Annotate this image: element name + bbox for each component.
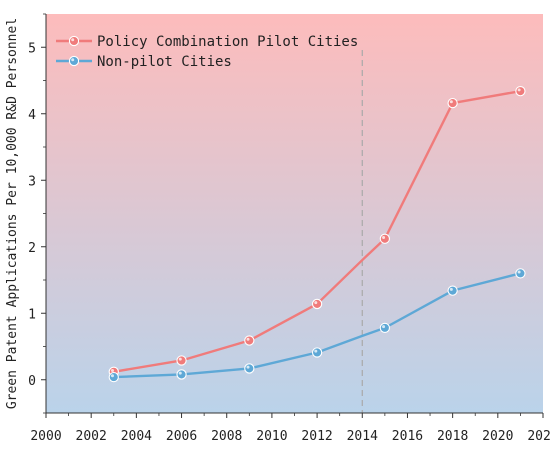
series-1-point-highlight [382, 235, 386, 239]
x-tick-label: 2000 [30, 429, 61, 444]
series-1-point-highlight [517, 88, 521, 92]
x-tick-label: 2018 [437, 429, 468, 444]
x-tick-label: 2016 [392, 429, 423, 444]
series-1-point-highlight [449, 100, 453, 104]
series-1-point [176, 355, 187, 366]
series-2-point [515, 268, 526, 279]
series-1-point [379, 233, 391, 244]
series-line-1 [113, 89, 521, 373]
series-1-point-highlight [246, 337, 250, 341]
y-tick-label: 4 [28, 108, 36, 123]
y-tick-label: 5 [28, 41, 36, 56]
legend-swatch-marker [68, 55, 80, 67]
legend-swatch-highlight [71, 38, 75, 42]
series-1-point-highlight [178, 357, 182, 361]
series-1-point-highlight [314, 301, 318, 305]
legend-label: Non-pilot Cities [97, 54, 232, 70]
series-2-point [244, 363, 255, 374]
x-tick-label: 2008 [211, 429, 242, 444]
series-1-point [447, 97, 458, 109]
x-tick-label: 2014 [347, 429, 378, 444]
legend-label: Policy Combination Pilot Cities [97, 34, 358, 50]
x-tick-label: 2006 [166, 429, 197, 444]
legend-swatch-highlight [71, 58, 75, 62]
legend-swatch-marker [68, 35, 80, 47]
series-2-point-highlight [246, 365, 250, 369]
y-tick-label: 0 [28, 374, 36, 389]
series-1-point [515, 85, 526, 97]
legend: Policy Combination Pilot Cities Non-pilot… [56, 34, 358, 70]
series-1-point [244, 335, 255, 346]
x-tick-label: 2002 [76, 429, 107, 444]
series-2-point-highlight [382, 325, 386, 329]
series-2-point [108, 371, 119, 383]
x-tick-label: 2004 [121, 429, 152, 444]
series-1-point-highlight [110, 368, 114, 372]
y-tick-label: 3 [28, 174, 36, 189]
series-2-point-highlight [314, 349, 318, 353]
y-tick-label: 2 [28, 241, 36, 256]
x-tick-label: 2012 [301, 429, 332, 444]
x-tick-label: 2010 [256, 429, 287, 444]
series-1-point [311, 298, 323, 310]
series-2-point-highlight [110, 374, 114, 378]
series-2-point [447, 285, 458, 296]
x-tick-label: 2022 [527, 429, 550, 444]
series-2-point [379, 322, 391, 334]
series-2-point [176, 369, 187, 380]
plot-area [46, 14, 543, 413]
series-line-2 [113, 272, 521, 379]
series-2-point [311, 347, 323, 358]
series-2-point-highlight [178, 371, 182, 375]
y-axis-label: Green Patent Applications Per 10,000 R&D… [5, 18, 20, 409]
y-tick-label: 1 [28, 307, 36, 322]
series-2-point-highlight [449, 287, 453, 291]
series-2-point-highlight [517, 270, 521, 274]
x-tick-label: 2020 [482, 429, 513, 444]
